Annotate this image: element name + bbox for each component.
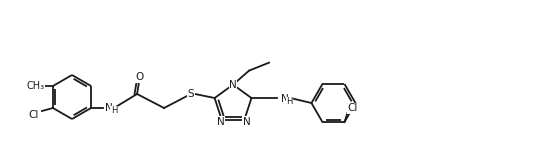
Text: Cl: Cl xyxy=(29,110,39,120)
Text: H: H xyxy=(286,97,293,106)
Text: N: N xyxy=(105,103,113,113)
Text: N: N xyxy=(281,94,288,104)
Text: H: H xyxy=(111,106,117,115)
Text: N: N xyxy=(242,117,250,127)
Text: Cl: Cl xyxy=(347,103,358,113)
Text: S: S xyxy=(188,89,194,99)
Text: CH₃: CH₃ xyxy=(27,81,45,91)
Text: O: O xyxy=(135,72,143,82)
Text: N: N xyxy=(229,80,237,90)
Text: N: N xyxy=(217,117,225,127)
